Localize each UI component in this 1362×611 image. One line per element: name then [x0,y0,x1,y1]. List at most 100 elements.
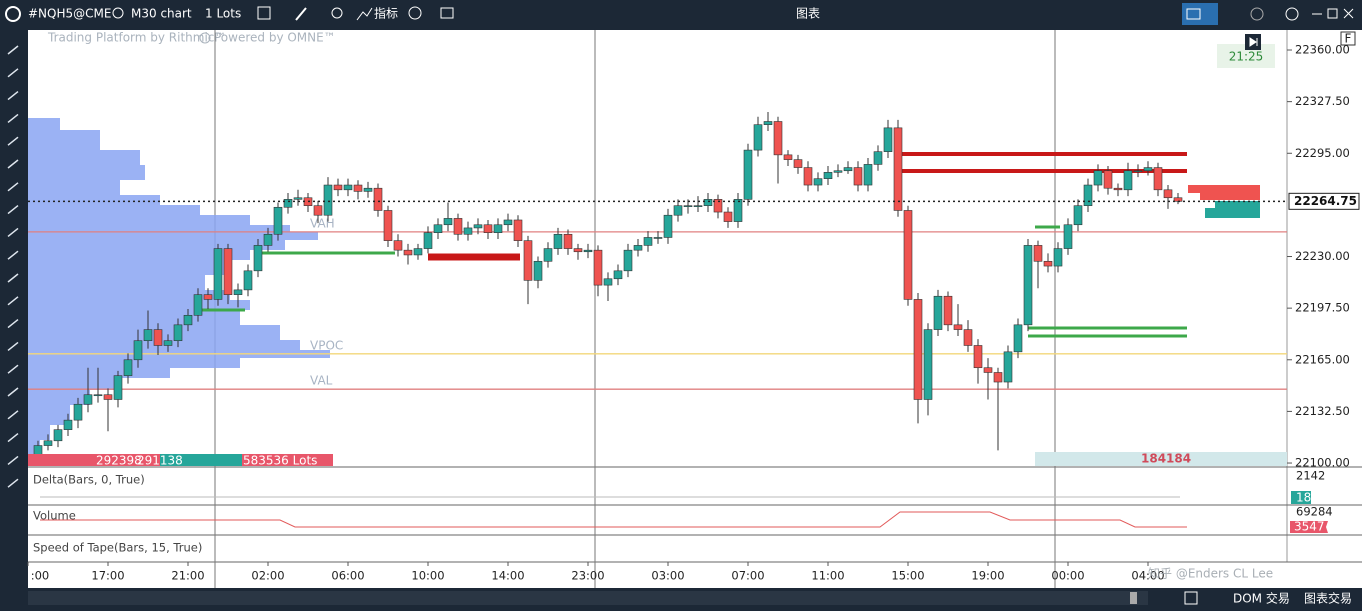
tool-button[interactable] [7,455,19,465]
candle-body [653,237,663,239]
tool-button[interactable] [7,387,19,397]
tool-button[interactable] [7,273,19,283]
scroll-thumb[interactable] [1130,592,1137,604]
tool-button[interactable] [7,227,19,237]
candle-body [583,249,593,253]
candle-body [1103,170,1113,189]
tool-button[interactable] [7,410,19,420]
level-label: VAL [310,374,333,388]
candle-body [513,219,523,241]
candle-body [613,270,623,280]
maximize-button[interactable] [1327,8,1338,19]
status-circle[interactable] [1250,7,1264,21]
candle-body [643,237,653,246]
tool-button[interactable] [7,113,19,123]
close-button[interactable] [1343,8,1354,19]
candle-body [603,278,613,286]
search-icon[interactable] [112,7,124,19]
candle-body [263,233,273,246]
x-tick-label: 04:00 [1131,569,1164,583]
tool-button[interactable] [7,45,19,55]
candle-body [633,245,643,251]
candle-body [433,224,443,233]
candle-body [683,205,693,207]
level-label: VPOC [310,338,343,352]
y-tick-label: 22197.50 [1295,301,1350,315]
pane-value: 18 [1296,491,1311,505]
candle-body [823,172,833,179]
pane-value-box [1291,491,1311,504]
list-button[interactable] [257,6,271,20]
tool-button[interactable] [7,478,19,488]
candle-body [163,340,173,346]
chart-trade-button[interactable]: 图表交易 [1304,591,1352,606]
candle-body [133,340,143,361]
candle-body [623,249,633,272]
tool-button[interactable] [7,68,19,78]
left-toolbar [7,45,19,488]
candle-body [963,329,973,346]
settings-button[interactable] [1285,7,1299,21]
timeframe-selector[interactable]: M30 chart [131,7,192,21]
candle-body [53,429,63,442]
candle-body [173,324,183,342]
tool-button[interactable] [7,182,19,192]
candle-body [933,295,943,330]
indicator-icon[interactable] [356,7,373,21]
candle-body [143,329,153,342]
x-tick-label: 11:00 [811,569,844,583]
scrollbar[interactable] [28,591,1148,605]
candle-body [1063,224,1073,249]
bar-timer: 21:25 [1229,50,1264,64]
tool-button[interactable] [7,364,19,374]
tool-button[interactable] [7,433,19,443]
tool-button[interactable] [7,341,19,351]
tool-button[interactable] [7,296,19,306]
template-button[interactable] [408,6,422,20]
tool-button[interactable] [7,205,19,215]
tool-button[interactable] [7,91,19,101]
time-axis [28,562,1362,588]
candle-body [693,205,703,207]
candle-body [323,184,333,216]
quantity-selector[interactable]: 1 Lots [205,7,241,21]
zoom-button[interactable] [331,7,343,19]
x-tick-label: 03:00 [651,569,684,583]
candle-body [453,218,463,235]
x-tick-label: 00:00 [1051,569,1084,583]
volume-profile [28,118,330,455]
candle-body [483,224,493,233]
candle-body [873,151,883,165]
candle-body [253,245,263,272]
calendar-button[interactable] [1184,591,1198,605]
candle-body [533,260,543,281]
profile-bid [1215,201,1260,208]
draw-button[interactable] [295,7,307,21]
volume-average [40,511,1187,528]
symbol-selector[interactable]: #NQH5@CME [28,7,111,21]
candle-body [333,184,343,191]
tool-button[interactable] [7,319,19,329]
candle-body [923,329,933,400]
x-tick-label: 10:00 [411,569,444,583]
price-axis [1287,30,1362,562]
dom-trade-button[interactable]: DOM 交易 [1233,591,1290,606]
candle-body [353,184,363,192]
layout-button[interactable] [440,7,454,19]
watermark: 知乎 @Enders CL Lee [1148,567,1273,581]
candle-body [803,167,813,186]
candle-body [953,324,963,330]
candles [28,111,1287,464]
indicators-menu[interactable]: 指标 [374,6,398,21]
tool-button[interactable] [7,250,19,260]
candle-body [703,199,713,206]
tool-button[interactable] [7,159,19,169]
camera-icon [1186,8,1201,20]
level-label: VAH [310,216,335,230]
tool-button[interactable] [7,136,19,146]
candle-body [993,372,1003,383]
candle-body [723,211,733,222]
flag-box [1340,31,1356,46]
candle-body [343,184,353,191]
